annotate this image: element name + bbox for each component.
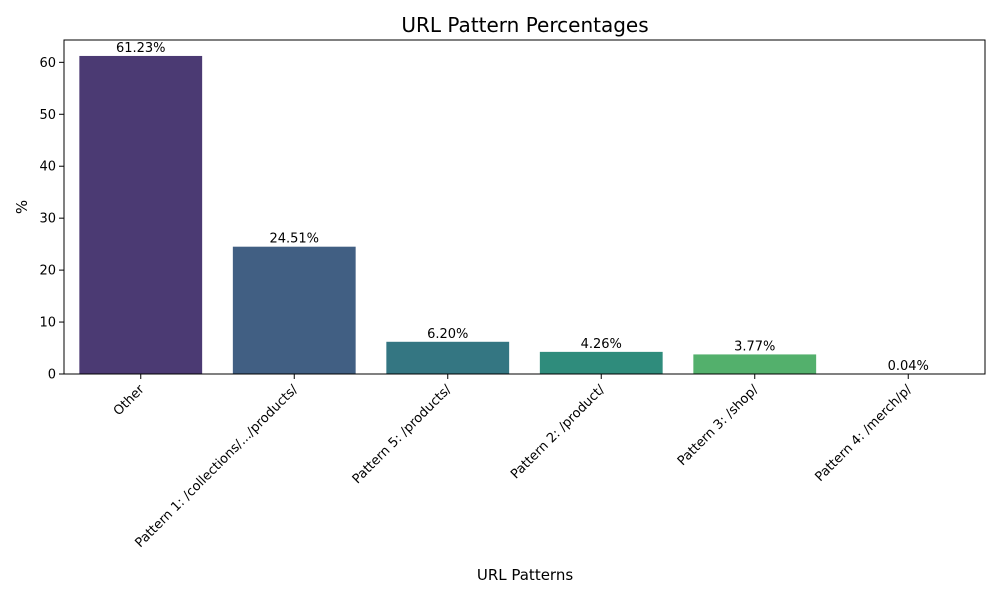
y-axis-label: %: [13, 200, 31, 214]
chart-title: URL Pattern Percentages: [401, 13, 648, 37]
data-label: 24.51%: [269, 232, 319, 247]
data-label: 6.20%: [427, 327, 468, 342]
data-label: 0.04%: [888, 359, 929, 374]
y-tick-label: 0: [48, 368, 56, 383]
bar: [79, 55, 203, 374]
data-label: 3.77%: [734, 339, 775, 354]
x-tick-label: Pattern 2: /product/: [508, 382, 608, 482]
x-axis-label: URL Patterns: [477, 566, 573, 584]
bar: [539, 351, 663, 374]
bar: [693, 354, 817, 374]
x-tick-label: Pattern 1: /collections/.../products/: [132, 382, 301, 551]
data-label: 61.23%: [116, 41, 166, 56]
y-tick-label: 10: [39, 316, 56, 331]
plot-frame: [63, 39, 986, 375]
bar: [386, 341, 510, 374]
y-tick-label: 50: [39, 108, 56, 123]
x-tick-label: Other: [111, 382, 148, 419]
y-tick-label: 40: [39, 160, 56, 175]
x-tick-label: Pattern 3: /shop/: [675, 382, 762, 469]
data-label: 4.26%: [581, 337, 622, 352]
y-tick-label: 20: [39, 264, 56, 279]
x-tick-label: Pattern 4: /merch/p/: [812, 382, 915, 485]
y-tick-label: 60: [39, 56, 56, 71]
bar: [232, 246, 356, 374]
x-tick-label: Pattern 5: /products/: [350, 382, 455, 487]
y-tick-label: 30: [39, 212, 56, 227]
